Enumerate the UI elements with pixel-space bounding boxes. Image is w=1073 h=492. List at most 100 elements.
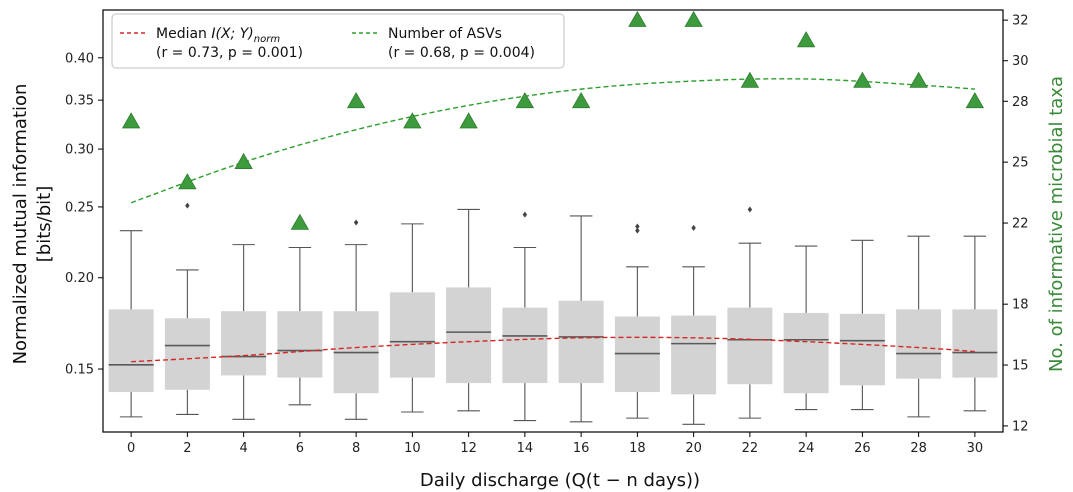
box-24: [783, 245, 829, 411]
box-body: [277, 311, 323, 378]
asv-count-marker: [796, 31, 816, 48]
box-body: [108, 309, 154, 393]
y2-tick-label: 18: [1012, 298, 1029, 313]
y-tick-label: 0.20: [65, 271, 94, 286]
legend-label-prefix: Median: [156, 26, 211, 42]
box-body: [896, 309, 942, 379]
asv-count-marker: [684, 10, 703, 27]
x-tick-label: 24: [798, 441, 815, 456]
y-axis-title-line2: [bits/bit]: [34, 186, 55, 262]
box-22: [727, 206, 773, 419]
x-tick-label: 8: [352, 441, 360, 456]
legend-label-line2: (r = 0.73, p = 0.001): [156, 45, 303, 61]
median-fit-line: [131, 336, 975, 363]
flier-point: [635, 227, 640, 234]
asv-count-marker: [178, 173, 197, 190]
y-axis-title-line1: Normalized mutual information: [10, 84, 31, 365]
box-2: [164, 202, 210, 415]
flier-point: [522, 211, 528, 218]
flier-point: [691, 224, 696, 231]
flier-point: [353, 219, 359, 226]
box-body: [727, 307, 773, 385]
asv-count-marker: [403, 112, 422, 129]
box-body: [839, 313, 885, 386]
y-tick-label: 0.40: [65, 51, 94, 66]
asv-count-marker: [909, 71, 928, 88]
box-body: [389, 292, 435, 378]
asv-count-marker: [515, 91, 535, 109]
asv-count-marker: [459, 112, 478, 129]
box-8: [333, 219, 379, 420]
y2-tick-label: 15: [1012, 359, 1029, 374]
box-body: [952, 309, 998, 378]
plot-area: [108, 10, 998, 425]
x-tick-label: 4: [239, 441, 247, 456]
x-tick-label: 14: [517, 441, 534, 456]
x-tick-label: 28: [910, 441, 927, 456]
box-body: [558, 300, 604, 384]
flier-point: [635, 223, 640, 230]
box-10: [389, 223, 435, 413]
legend-label-line1: Number of ASVs: [388, 26, 502, 42]
box-12: [446, 208, 492, 412]
box-body: [783, 312, 829, 394]
y-tick-label: 0.30: [65, 143, 94, 158]
y2-tick-label: 25: [1012, 156, 1029, 171]
x-tick-label: 20: [685, 441, 702, 456]
y2-tick-label: 22: [1012, 217, 1029, 232]
asv-count-marker: [290, 213, 310, 230]
box-16: [558, 215, 604, 423]
y2-tick-label: 32: [1012, 14, 1029, 29]
x-tick-label: 26: [854, 441, 871, 456]
legend-label-line1: Median I(X; Y)norm: [156, 26, 280, 45]
asv-count-marker: [571, 91, 591, 109]
box-26: [839, 239, 885, 411]
box-body: [446, 287, 492, 384]
box-body: [671, 315, 717, 395]
box-18: [614, 223, 660, 419]
x-tick-label: 2: [183, 441, 191, 456]
x-tick-label: 18: [629, 441, 646, 456]
asv-count-marker: [853, 71, 872, 88]
legend-label-math: I(X; Y): [211, 26, 253, 42]
x-tick-label: 12: [460, 441, 477, 456]
x-tick-label: 0: [127, 441, 135, 456]
asv-count-marker: [628, 10, 647, 27]
box-body: [221, 311, 267, 376]
box-body: [164, 318, 210, 390]
asv-count-marker: [234, 152, 253, 169]
y2-tick-label: 12: [1012, 419, 1029, 434]
y-tick-label: 0.25: [65, 200, 94, 215]
asv-count-marker: [346, 91, 366, 109]
axes: 0.150.200.250.300.350.401215182225283032…: [65, 9, 1029, 456]
box-30: [952, 235, 998, 412]
box-0: [108, 230, 154, 418]
x-tick-label: 6: [296, 441, 304, 456]
x-tick-label: 10: [404, 441, 421, 456]
x-axis-title: Daily discharge (Q(t − n days)): [420, 470, 700, 491]
flier-point: [747, 206, 753, 213]
box-20: [671, 224, 717, 425]
legend-label-prefix: Number of ASVs: [388, 26, 502, 42]
asv-count-marker: [740, 71, 760, 88]
asv-count-marker: [121, 112, 141, 129]
y2-tick-label: 30: [1012, 54, 1029, 69]
y-tick-label: 0.15: [65, 363, 94, 378]
box-4: [221, 244, 267, 420]
box-body: [502, 307, 548, 384]
box-6: [277, 246, 323, 406]
asv-fit-line: [130, 78, 975, 204]
legend: Median I(X; Y)norm(r = 0.73, p = 0.001) N…: [111, 13, 565, 69]
y-tick-label: 0.35: [65, 94, 94, 109]
asv-count-marker: [965, 91, 985, 109]
flier-point: [185, 202, 190, 209]
box-14: [502, 211, 548, 422]
y2-tick-label: 28: [1012, 95, 1029, 110]
x-tick-label: 22: [742, 441, 759, 456]
legend-label-subscript: norm: [254, 34, 281, 45]
x-tick-label: 30: [967, 441, 984, 456]
plot-frame: [102, 9, 1004, 433]
y2-axis-title: No. of informative microbial taxa: [1046, 76, 1067, 372]
legend-label-line2: (r = 0.68, p = 0.004): [388, 45, 535, 61]
